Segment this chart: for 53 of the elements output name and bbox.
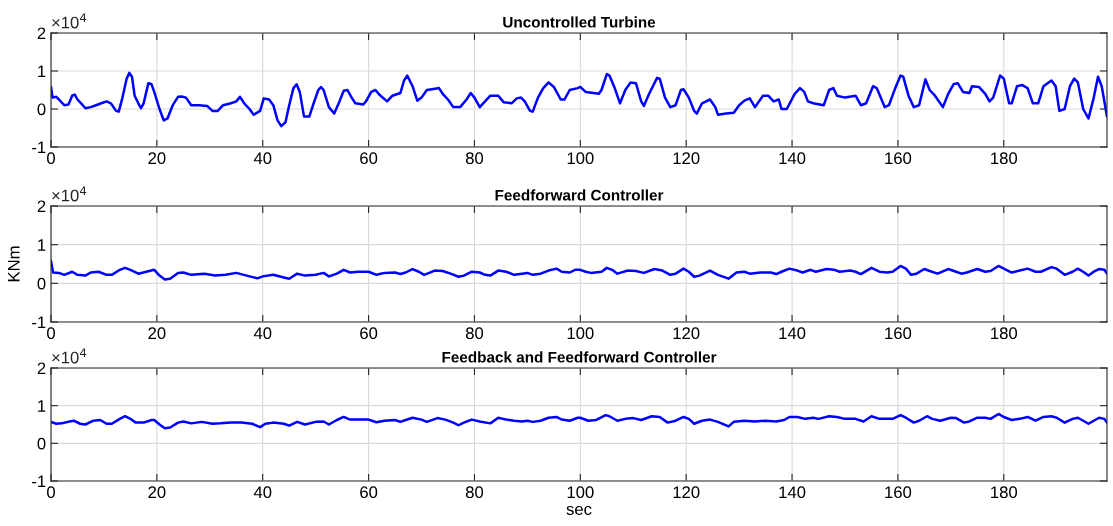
x-tick-label: 80 xyxy=(465,486,484,499)
text: ×10$^{4}$ xyxy=(52,186,87,202)
x-tick-label: 40 xyxy=(253,486,272,499)
x-tick-label: 100 xyxy=(567,152,594,165)
x-tick-label: 180 xyxy=(991,152,1018,165)
x-tick-label: 20 xyxy=(148,327,166,340)
x-tick-label: 120 xyxy=(673,486,700,499)
y-tick-label: -1 xyxy=(32,475,46,488)
y-tick-label: 2 xyxy=(37,200,46,213)
x-axis-title: sec xyxy=(566,505,592,516)
y-axis-title: KNm xyxy=(8,246,20,282)
y-tick-label: 0 xyxy=(37,103,46,116)
x-tick-label: 20 xyxy=(148,152,166,165)
y-tick-label: 0 xyxy=(37,437,46,450)
y-tick-label: 2 xyxy=(37,362,46,375)
x-tick-label: 160 xyxy=(885,152,912,165)
y-tick-label: 1 xyxy=(38,65,46,78)
x-tick-label: 180 xyxy=(991,486,1018,499)
x-tick-label: 80 xyxy=(465,327,484,340)
x-tick-label: 160 xyxy=(885,327,912,340)
x-tick-label: 40 xyxy=(253,152,272,165)
x-tick-label: 80 xyxy=(465,152,484,165)
x-tick-label: 0 xyxy=(47,486,55,499)
y-tick-label: 0 xyxy=(37,277,46,290)
text: ×10$^{4}$ xyxy=(52,13,87,29)
x-tick-label: 60 xyxy=(360,327,378,340)
chart-title: Feedback and Feedforward Controller xyxy=(442,351,717,363)
x-tick-label: 60 xyxy=(360,486,378,499)
y-tick-label: -1 xyxy=(32,141,46,154)
line-series xyxy=(51,259,1107,281)
x-tick-label: 60 xyxy=(360,152,378,165)
x-tick-label: 140 xyxy=(779,486,806,499)
x-tick-label: 160 xyxy=(885,486,912,499)
line-series xyxy=(51,412,1107,430)
x-tick-label: 140 xyxy=(779,327,806,340)
y-tick-label: -1 xyxy=(32,316,46,329)
chart-title: Uncontrolled Turbine xyxy=(503,16,656,28)
x-tick-label: 180 xyxy=(991,327,1018,340)
x-tick-label: 20 xyxy=(148,486,166,499)
text: ×10$^{4}$ xyxy=(52,348,87,364)
y-tick-label: 1 xyxy=(38,239,46,251)
y-tick-label: 2 xyxy=(37,27,46,40)
x-tick-label: 120 xyxy=(673,327,700,340)
y-tick-label: 1 xyxy=(38,400,46,412)
x-tick-label: 100 xyxy=(567,486,594,499)
x-tick-label: 140 xyxy=(779,152,806,165)
x-tick-label: 0 xyxy=(47,152,55,165)
chart-title: Feedforward Controller xyxy=(495,189,664,201)
x-tick-label: 0 xyxy=(47,327,55,340)
line-series xyxy=(51,71,1107,128)
x-tick-label: 100 xyxy=(567,327,594,340)
x-tick-label: 40 xyxy=(253,327,272,340)
x-tick-label: 120 xyxy=(673,152,700,165)
